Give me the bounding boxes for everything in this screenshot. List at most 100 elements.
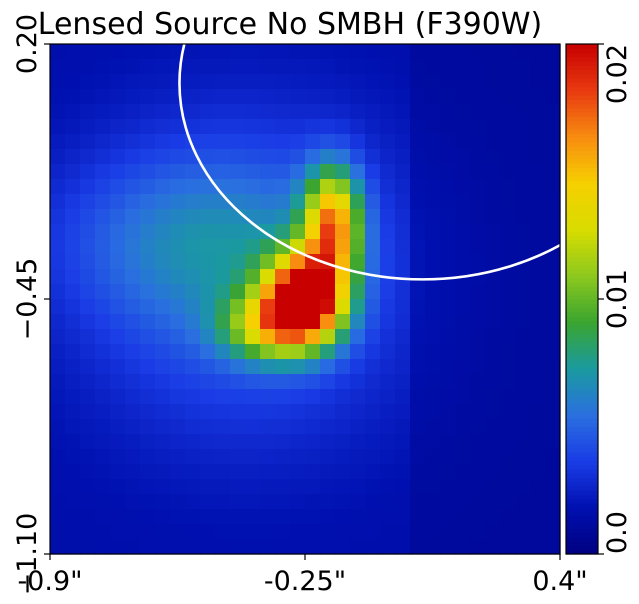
- heatmap-cell: [140, 104, 156, 120]
- heatmap-cell: [395, 284, 411, 300]
- heatmap-cell: [455, 374, 471, 390]
- heatmap-cell: [485, 284, 501, 300]
- heatmap-cell: [335, 299, 351, 315]
- heatmap-cell: [395, 179, 411, 195]
- heatmap-cell: [230, 449, 246, 465]
- heatmap-cell: [260, 374, 276, 390]
- heatmap-cell: [80, 389, 96, 405]
- heatmap-cell: [380, 344, 396, 360]
- heatmap-cell: [275, 74, 291, 90]
- heatmap-cell: [365, 179, 381, 195]
- heatmap-cell: [545, 314, 561, 330]
- heatmap-cell: [125, 464, 141, 480]
- heatmap-cell: [230, 254, 246, 270]
- heatmap-cell: [80, 74, 96, 90]
- heatmap-cell: [320, 74, 336, 90]
- heatmap-cell: [305, 284, 321, 300]
- heatmap-cell: [455, 239, 471, 255]
- heatmap-cell: [110, 404, 126, 420]
- heatmap-cell: [425, 359, 441, 375]
- heatmap-cell: [155, 74, 171, 90]
- heatmap-cell: [440, 254, 456, 270]
- heatmap-cell: [230, 329, 246, 345]
- heatmap-cell: [95, 89, 111, 105]
- heatmap-cell: [230, 464, 246, 480]
- colorbar-segment: [566, 452, 598, 457]
- heatmap-cell: [335, 209, 351, 225]
- colorbar-segment: [566, 443, 598, 449]
- heatmap-cell: [530, 74, 546, 90]
- heatmap-cell: [50, 314, 66, 330]
- heatmap-cell: [230, 539, 246, 555]
- heatmap-cell: [485, 224, 501, 240]
- heatmap-cell: [500, 209, 516, 225]
- heatmap-cell: [200, 134, 216, 150]
- heatmap-cell: [215, 104, 231, 120]
- heatmap-cell: [155, 284, 171, 300]
- heatmap-cell: [515, 314, 531, 330]
- heatmap-cell: [395, 254, 411, 270]
- heatmap-cell: [185, 299, 201, 315]
- heatmap-cell: [530, 539, 546, 555]
- heatmap-cell: [170, 494, 186, 510]
- heatmap-cell: [260, 59, 276, 75]
- colorbar-segment: [566, 175, 598, 181]
- heatmap-cell: [50, 269, 66, 285]
- heatmap-cell: [515, 329, 531, 345]
- heatmap-cell: [155, 494, 171, 510]
- heatmap-cell: [245, 494, 261, 510]
- heatmap-cell: [515, 344, 531, 360]
- heatmap-cell: [350, 329, 366, 345]
- heatmap-cell: [200, 209, 216, 225]
- colorbar-segment: [566, 405, 598, 411]
- colorbar-segment: [566, 511, 598, 517]
- heatmap-cell: [80, 494, 96, 510]
- heatmap-cell: [500, 269, 516, 285]
- heatmap-cell: [155, 434, 171, 450]
- heatmap-cell: [125, 44, 141, 60]
- heatmap-cell: [335, 539, 351, 555]
- heatmap-cell: [200, 59, 216, 75]
- heatmap-cell: [410, 479, 426, 495]
- colorbar-segment: [566, 82, 598, 88]
- heatmap-cell: [95, 284, 111, 300]
- heatmap-cell: [290, 44, 306, 60]
- heatmap-cell: [455, 209, 471, 225]
- heatmap-cell: [545, 419, 561, 435]
- colorbar-segment: [566, 48, 598, 54]
- colorbar-segment: [566, 99, 598, 105]
- heatmap-cell: [260, 314, 276, 330]
- heatmap-cell: [95, 449, 111, 465]
- heatmap-cell: [185, 194, 201, 210]
- heatmap-cell: [410, 119, 426, 135]
- heatmap-cell: [50, 44, 66, 60]
- heatmap-cell: [365, 344, 381, 360]
- heatmap-cell: [65, 134, 81, 150]
- heatmap-cell: [545, 254, 561, 270]
- heatmap-cell: [140, 464, 156, 480]
- heatmap-cell: [65, 449, 81, 465]
- heatmap-cell: [110, 194, 126, 210]
- heatmap-cell: [140, 494, 156, 510]
- heatmap-cell: [440, 59, 456, 75]
- heatmap-cell: [140, 119, 156, 135]
- heatmap-cell: [335, 179, 351, 195]
- heatmap-cell: [410, 284, 426, 300]
- heatmap-cell: [350, 44, 366, 60]
- heatmap-cell: [305, 464, 321, 480]
- heatmap-cell: [305, 359, 321, 375]
- heatmap-cell: [125, 404, 141, 420]
- heatmap-cell: [455, 509, 471, 525]
- heatmap-cell: [365, 74, 381, 90]
- heatmap-cell: [530, 419, 546, 435]
- heatmap-cell: [530, 329, 546, 345]
- heatmap-cell: [200, 449, 216, 465]
- heatmap-cell: [545, 359, 561, 375]
- heatmap-cell: [260, 359, 276, 375]
- heatmap-cell: [515, 464, 531, 480]
- colorbar-segment: [566, 477, 598, 483]
- colorbar-segment: [566, 124, 598, 130]
- heatmap-cell: [200, 284, 216, 300]
- heatmap-cell: [320, 224, 336, 240]
- colorbar-segment: [566, 294, 598, 300]
